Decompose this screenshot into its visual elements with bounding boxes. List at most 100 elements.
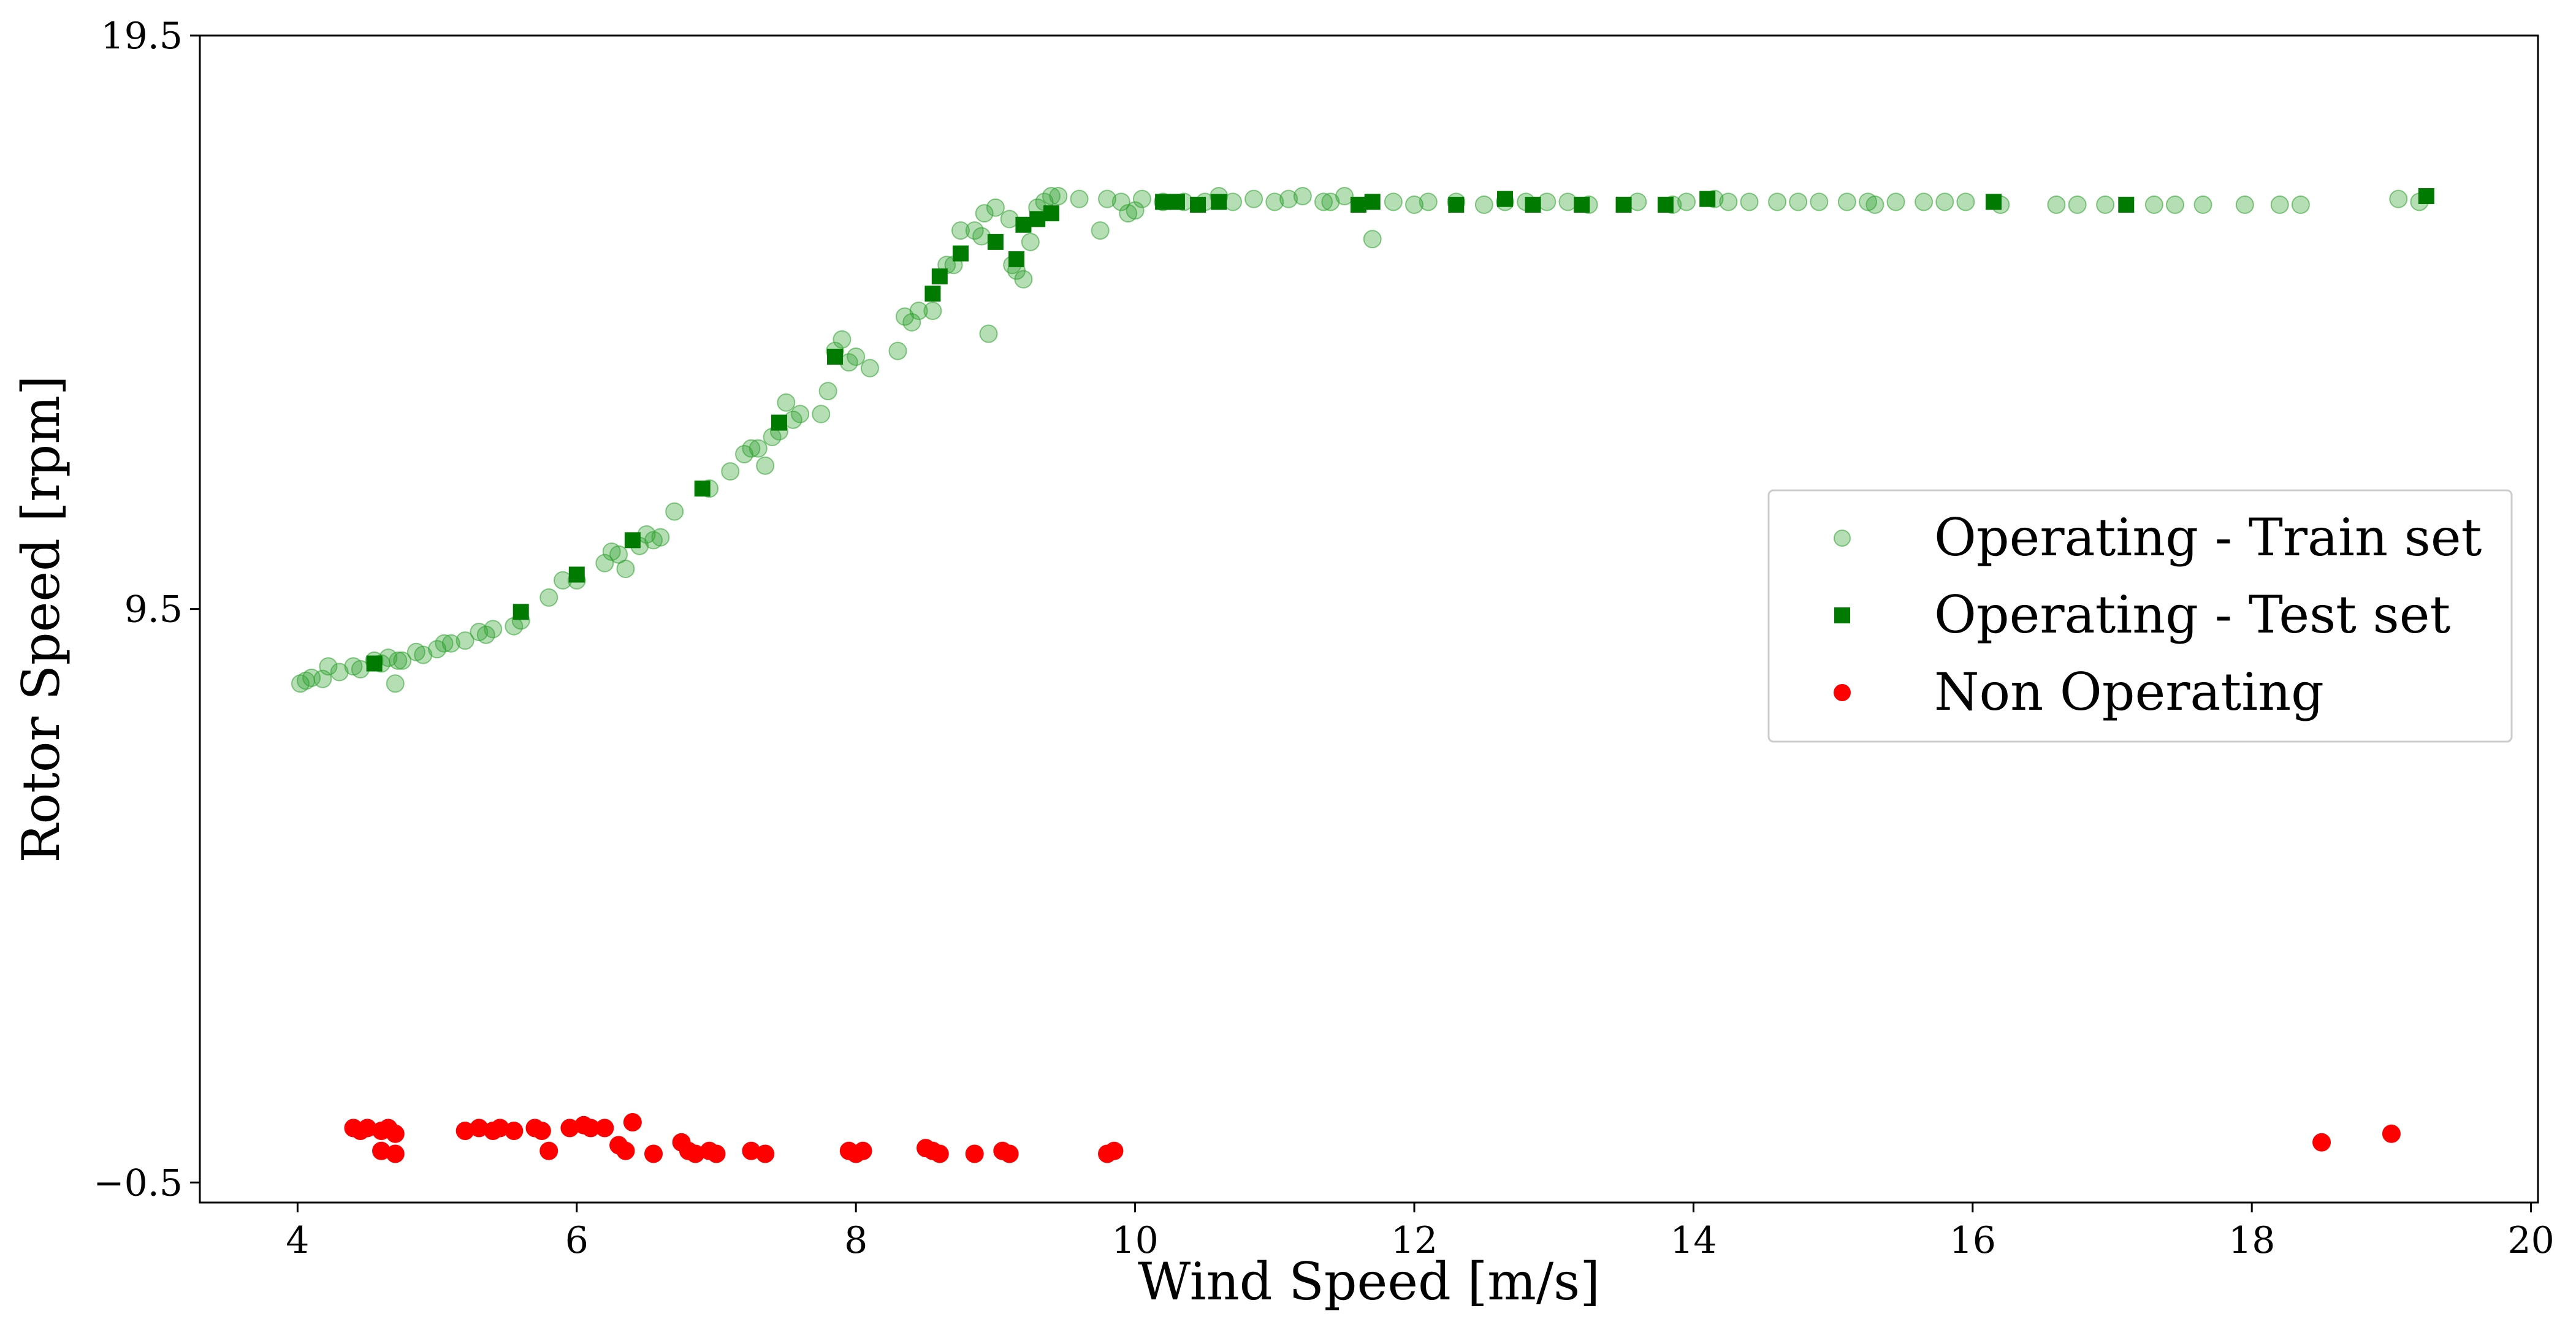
x-axis-ticks: 4 6 8 10 12 14 16 18 20 xyxy=(286,1203,2555,1262)
legend-label: Operating - Train set xyxy=(1934,507,2482,568)
data-point xyxy=(847,347,866,366)
data-layer xyxy=(291,186,2434,1163)
data-point xyxy=(1363,230,1382,249)
data-point xyxy=(827,348,844,365)
data-point xyxy=(1384,192,1403,211)
data-point xyxy=(1677,192,1696,211)
data-point xyxy=(1049,186,1068,205)
x-tick-label: 6 xyxy=(565,1219,589,1262)
data-point xyxy=(651,528,670,547)
data-point xyxy=(1293,186,1312,205)
data-point xyxy=(1865,196,1884,215)
x-tick-label: 10 xyxy=(1111,1219,1158,1262)
legend-items: Operating - Train set Operating - Test se… xyxy=(1834,507,2482,722)
y-tick-label: −0.5 xyxy=(93,1161,183,1204)
plot-area-frame xyxy=(199,34,2539,1204)
data-point xyxy=(2270,196,2289,215)
data-point xyxy=(2382,1124,2401,1143)
data-point xyxy=(1956,192,1975,211)
data-point xyxy=(319,657,338,676)
data-point xyxy=(2165,196,2184,215)
data-point xyxy=(1497,191,1514,207)
data-point xyxy=(366,655,383,672)
data-point xyxy=(749,439,768,458)
data-point xyxy=(1021,232,1040,251)
legend-item: Non Operating xyxy=(1834,662,2324,722)
y-tick-label: 19.5 xyxy=(101,15,183,58)
data-point xyxy=(1419,192,1438,211)
x-tick-label: 4 xyxy=(286,1219,309,1262)
y-axis-title: Rotor Speed [rpm] xyxy=(11,375,71,862)
series-2 xyxy=(344,1113,2401,1163)
data-point xyxy=(532,1122,551,1141)
data-point xyxy=(1042,186,1061,205)
legend: Operating - Train set Operating - Test se… xyxy=(1767,489,2513,743)
data-point xyxy=(539,588,558,607)
data-point xyxy=(721,462,740,481)
data-point xyxy=(833,330,852,349)
legend-item: Operating - Test set xyxy=(1834,585,2450,645)
series-1 xyxy=(366,188,2434,672)
data-point xyxy=(616,1141,635,1160)
data-point xyxy=(623,1113,642,1132)
data-point xyxy=(1321,192,1340,211)
data-point xyxy=(923,302,942,321)
data-point xyxy=(1000,1144,1019,1163)
data-point xyxy=(1615,197,1632,213)
y-axis-ticks: −0.5 9.5 19.5 xyxy=(93,15,200,1204)
x-tick-label: 12 xyxy=(1391,1219,1438,1262)
data-point xyxy=(624,532,641,549)
data-point xyxy=(965,1144,984,1163)
data-point xyxy=(952,245,969,262)
data-point xyxy=(2047,196,2066,215)
data-point xyxy=(694,481,711,497)
data-point xyxy=(1810,192,1829,211)
data-point xyxy=(1525,197,1541,213)
data-point xyxy=(1105,1141,1124,1160)
data-point xyxy=(1789,192,1808,211)
data-point xyxy=(386,674,405,693)
data-point xyxy=(1126,201,1145,220)
legend-marker-square xyxy=(1834,607,1850,623)
data-point xyxy=(1070,189,1089,208)
data-point xyxy=(951,221,970,240)
data-point xyxy=(644,1144,663,1163)
data-point xyxy=(1043,205,1059,222)
data-point xyxy=(1768,192,1787,211)
data-point xyxy=(902,313,921,332)
data-point xyxy=(707,1144,726,1163)
data-point xyxy=(1350,197,1366,213)
data-point xyxy=(1111,192,1130,211)
data-point xyxy=(1155,194,1172,210)
data-point xyxy=(930,1144,949,1163)
data-point xyxy=(568,566,585,583)
x-tick-label: 14 xyxy=(1670,1219,1717,1262)
data-point xyxy=(2068,196,2087,215)
data-point xyxy=(1448,197,1465,213)
data-point xyxy=(812,405,831,424)
data-point xyxy=(595,1119,614,1138)
data-point xyxy=(1014,270,1033,289)
data-point xyxy=(1008,251,1025,267)
data-point xyxy=(455,631,474,650)
data-point xyxy=(1699,191,1716,207)
x-axis-title: Wind Speed [m/s] xyxy=(1138,1252,1600,1312)
data-point xyxy=(2389,189,2408,208)
data-point xyxy=(2118,197,2135,213)
data-point xyxy=(987,234,1004,250)
data-point xyxy=(1279,189,1298,208)
data-point xyxy=(853,1141,872,1160)
data-point xyxy=(386,1144,405,1163)
data-point xyxy=(616,560,635,579)
data-point xyxy=(2291,196,2310,215)
data-point xyxy=(931,268,948,284)
data-point xyxy=(386,1124,405,1143)
data-point xyxy=(1740,192,1759,211)
data-point xyxy=(2235,196,2254,215)
data-point xyxy=(539,1141,558,1160)
x-tick-label: 8 xyxy=(844,1219,867,1262)
data-point xyxy=(756,1144,775,1163)
data-point xyxy=(1837,192,1856,211)
data-point xyxy=(975,204,994,223)
